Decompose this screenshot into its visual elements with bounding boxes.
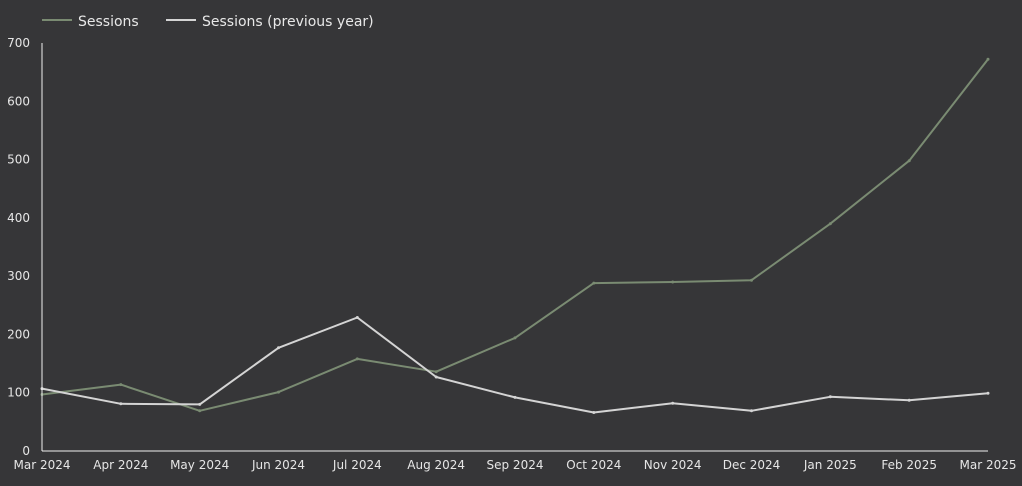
y-tick-label: 600 — [7, 94, 30, 108]
y-tick-label: 100 — [7, 386, 30, 400]
series-lines — [40, 57, 990, 414]
data-point — [434, 375, 438, 379]
legend-label: Sessions — [78, 14, 139, 30]
data-point — [355, 316, 359, 319]
x-tick-label: Jan 2025 — [803, 458, 857, 472]
data-point — [592, 411, 596, 414]
y-tick-label: 700 — [7, 36, 30, 50]
data-point — [119, 383, 123, 387]
data-point — [828, 395, 832, 399]
data-point — [355, 357, 359, 361]
data-point — [198, 402, 202, 406]
x-tick-label: May 2024 — [170, 458, 229, 472]
data-point — [513, 395, 517, 399]
data-point — [671, 401, 675, 405]
x-tick-label: Jul 2024 — [332, 458, 382, 472]
data-point — [277, 346, 280, 350]
y-tick-label: 300 — [7, 269, 30, 283]
data-point — [986, 57, 990, 61]
y-tick-label: 200 — [7, 327, 30, 341]
data-point — [828, 222, 832, 226]
data-point — [277, 390, 280, 394]
y-tick-label: 500 — [7, 153, 30, 167]
x-tick-label: Apr 2024 — [93, 458, 148, 472]
data-point — [513, 336, 517, 340]
data-point — [671, 280, 675, 284]
x-tick-label: Aug 2024 — [407, 458, 465, 472]
y-tick-label: 400 — [7, 211, 30, 225]
axes — [41, 43, 988, 452]
x-tick-label: Feb 2025 — [881, 458, 937, 472]
data-point — [907, 398, 911, 402]
x-axis-ticks: Mar 2024 Apr 2024 May 2024 Jun 2024 Jul 2024… — [14, 458, 1017, 472]
x-tick-label: Mar 2024 — [14, 458, 71, 472]
x-tick-label: Oct 2024 — [566, 458, 621, 472]
legend: Sessions Sessions (previous year) — [42, 14, 374, 30]
x-tick-label: Dec 2024 — [723, 458, 781, 472]
x-tick-label: Nov 2024 — [644, 458, 702, 472]
data-point — [907, 159, 911, 163]
data-point — [198, 409, 202, 413]
legend-label: Sessions (previous year) — [202, 14, 374, 30]
data-point — [434, 370, 438, 374]
legend-item[interactable]: Sessions (previous year) — [166, 14, 374, 30]
y-tick-label: 0 — [22, 444, 30, 458]
x-tick-label: Mar 2025 — [960, 458, 1017, 472]
data-point — [119, 402, 123, 406]
data-point — [750, 278, 753, 282]
x-tick-label: Sep 2024 — [487, 458, 544, 472]
legend-item[interactable]: Sessions — [42, 14, 139, 30]
x-tick-label: Jun 2024 — [251, 458, 305, 472]
data-point — [750, 409, 753, 413]
data-point — [986, 391, 990, 395]
data-point — [592, 281, 596, 285]
y-axis-ticks: 0 100 200 300 400 500 600 700 — [7, 36, 30, 458]
